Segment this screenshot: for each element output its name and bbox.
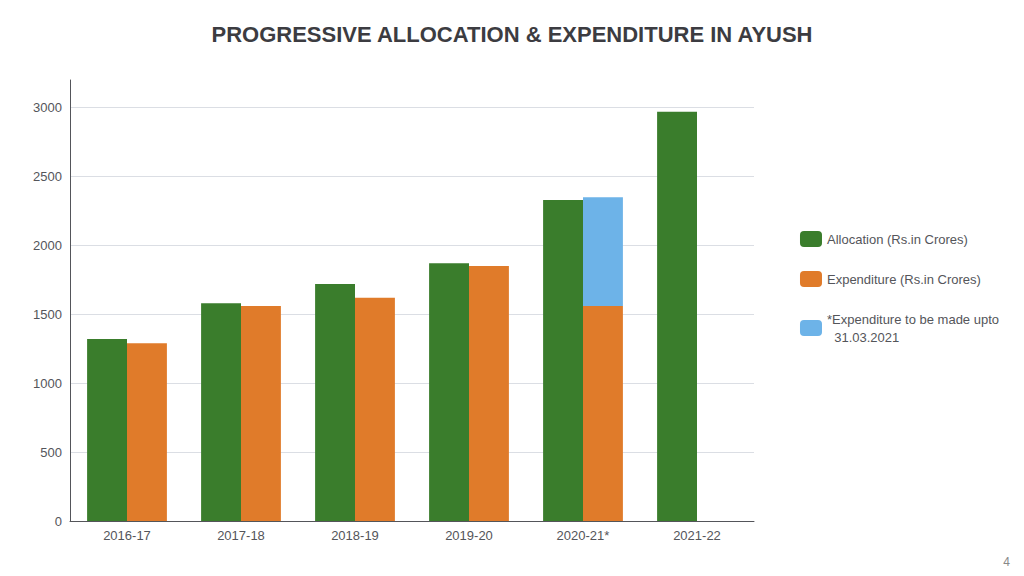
svg-text:2020-21*: 2020-21* xyxy=(557,528,610,543)
svg-text:3000: 3000 xyxy=(33,100,62,115)
svg-text:2500: 2500 xyxy=(33,169,62,184)
svg-text:0: 0 xyxy=(55,514,62,529)
svg-text:2000: 2000 xyxy=(33,238,62,253)
svg-text:2016-17: 2016-17 xyxy=(103,528,151,543)
svg-text:1500: 1500 xyxy=(33,307,62,322)
svg-text:1000: 1000 xyxy=(33,376,62,391)
svg-text:4: 4 xyxy=(1003,555,1010,569)
svg-text:31.03.2021: 31.03.2021 xyxy=(827,330,899,345)
svg-text:2019-20: 2019-20 xyxy=(445,528,493,543)
svg-text:PROGRESSIVE ALLOCATION & EXPEN: PROGRESSIVE ALLOCATION & EXPENDITURE IN … xyxy=(211,22,812,47)
svg-text:Allocation (Rs.in Crores): Allocation (Rs.in Crores) xyxy=(827,232,968,247)
svg-text:Expenditure (Rs.in Crores): Expenditure (Rs.in Crores) xyxy=(827,272,981,287)
svg-text:2017-18: 2017-18 xyxy=(217,528,265,543)
svg-text:2021-22: 2021-22 xyxy=(673,528,721,543)
svg-text:500: 500 xyxy=(40,445,62,460)
svg-text:2018-19: 2018-19 xyxy=(331,528,379,543)
svg-text:*Expenditure to be made upto: *Expenditure to be made upto xyxy=(827,312,999,327)
